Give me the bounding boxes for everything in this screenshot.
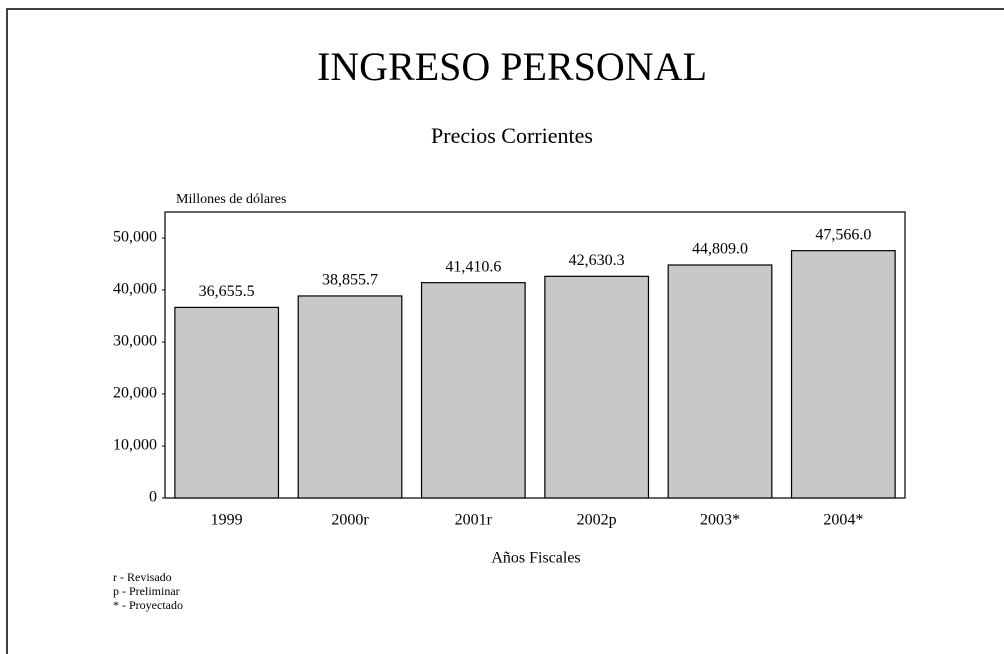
y-tick-label: 30,000 [113,333,157,350]
bar [667,264,773,499]
y-tick-label: 20,000 [113,385,157,402]
x-tick-label: 2002p [577,512,617,529]
value-label: 47,566.0 [815,226,871,243]
value-label: 42,630.3 [569,252,625,269]
bar [544,275,650,499]
x-tick-label: 2001r [455,512,493,529]
value-label: 36,655.5 [199,283,255,300]
bar [420,282,526,499]
y-tick-label: 0 [149,489,157,506]
bar [790,250,896,499]
y-axis-label: Millones de dólares [176,192,286,207]
footnote: r - Revisado [113,570,172,584]
x-tick-label: 2004* [823,512,863,529]
x-tick-label: 1999 [211,512,243,529]
footnote: * - Proyectado [113,598,183,612]
value-label: 41,410.6 [445,258,501,275]
value-label: 44,809.0 [692,241,748,258]
bar [174,306,280,499]
footnote: p - Preliminar [113,584,180,598]
bar [297,295,403,499]
y-tick-label: 10,000 [113,437,157,454]
y-tick-label: 50,000 [113,229,157,246]
chart-title: INGRESO PERSONAL [317,44,707,89]
y-tick-label: 40,000 [113,281,157,298]
chart-subtitle: Precios Corrientes [431,123,593,148]
plot-area [164,211,906,499]
x-axis-label: Años Fiscales [491,550,580,567]
x-tick-label: 2003* [700,512,740,529]
value-label: 38,855.7 [322,272,378,289]
x-tick-label: 2000r [331,512,369,529]
frame [6,8,1004,654]
